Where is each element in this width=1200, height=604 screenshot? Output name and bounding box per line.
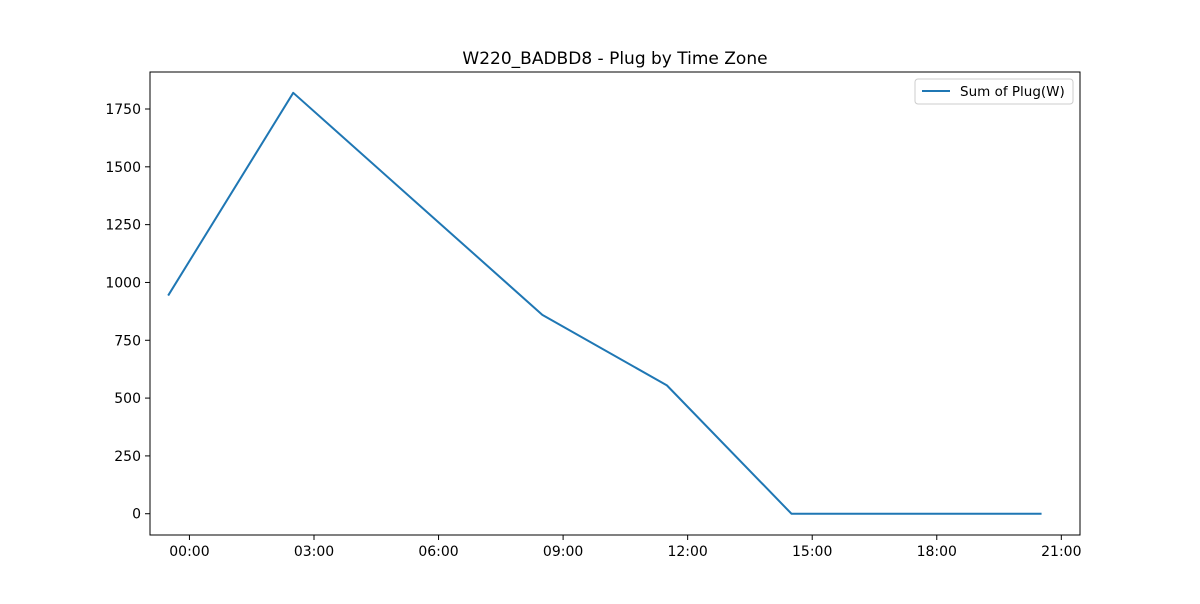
legend-label-0: Sum of Plug(W) xyxy=(960,84,1065,100)
y-tick-label: 250 xyxy=(114,449,141,465)
legend-box xyxy=(914,78,1074,105)
y-tick-label: 1750 xyxy=(105,102,141,118)
x-tick-label: 06:00 xyxy=(418,544,458,560)
y-tick-label: 1000 xyxy=(105,275,141,291)
chart-title: W220_BADBD8 - Plug by Time Zone xyxy=(462,49,767,69)
x-tick-label: 18:00 xyxy=(917,544,957,560)
y-tick-label: 500 xyxy=(114,391,141,407)
y-tick-label: 750 xyxy=(114,333,141,349)
x-tick-label: 12:00 xyxy=(667,544,707,560)
plot-frame xyxy=(149,71,1081,536)
series-line-0 xyxy=(167,91,1042,515)
y-tick-label: 1500 xyxy=(105,160,141,176)
x-tick-label: 15:00 xyxy=(792,544,832,560)
y-tick-label: 1250 xyxy=(105,218,141,234)
x-tick-label: 21:00 xyxy=(1041,544,1081,560)
x-tick-label: 03:00 xyxy=(294,544,334,560)
y-tick-label: 0 xyxy=(132,507,141,523)
x-tick-label: 00:00 xyxy=(169,544,209,560)
axes: 0 250 500 750 1000 1250 1500 1750 00:00 03:00 06:0… xyxy=(105,71,1081,560)
legend: Sum of Plug(W) xyxy=(914,78,1074,105)
x-tick-label: 09:00 xyxy=(543,544,583,560)
plot-area xyxy=(167,91,1042,515)
